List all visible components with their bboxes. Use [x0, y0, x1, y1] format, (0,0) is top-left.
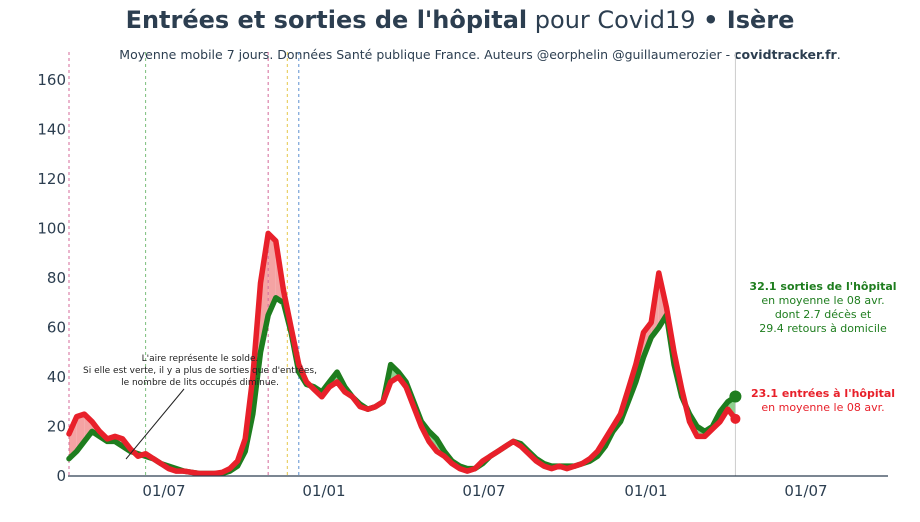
- x-tick-label: 01/01: [302, 482, 345, 500]
- y-tick-label: 0: [56, 467, 66, 485]
- sorties-label: 32.1 sorties de l'hôpital en moyenne le …: [749, 280, 896, 335]
- y-tick-label: 40: [47, 368, 66, 386]
- sorties-end-marker: [729, 390, 742, 403]
- chart-title: Entrées et sorties de l'hôpital pour Cov…: [0, 6, 920, 34]
- y-tick-label: 160: [37, 71, 66, 89]
- entrees-line: [66, 230, 739, 477]
- y-tick-label: 20: [47, 418, 66, 436]
- subtitle-text: Moyenne mobile 7 jours. Données Santé pu…: [119, 47, 735, 62]
- vertical-lines-group: [68, 52, 736, 476]
- solde-line-1: L'aire représente le solde.: [142, 353, 259, 364]
- subtitle-site: covidtracker.fr: [734, 47, 837, 62]
- x-tick-label: 01/01: [624, 482, 667, 500]
- y-tick-label: 100: [37, 220, 66, 238]
- y-tick-label: 140: [37, 121, 66, 139]
- solde-line-2: Si elle est verte, il y a plus de sortie…: [83, 365, 317, 376]
- sorties-line-1: en moyenne le 08 avr.: [761, 294, 884, 307]
- solde-annotation: L'aire représente le solde. Si elle est …: [83, 353, 317, 460]
- entrees-title: 23.1 entrées à l'hôpital: [751, 387, 895, 400]
- x-tick-label: 01/07: [784, 482, 827, 500]
- solde-area-segment: [268, 233, 276, 316]
- x-tick-labels: 01/07 01/01 01/07 01/01 01/07: [142, 482, 827, 500]
- sorties-line-2: dont 2.7 décès et: [775, 308, 872, 321]
- y-tick-label: 80: [47, 269, 66, 287]
- solde-arrow: [125, 388, 185, 460]
- entrees-label: 23.1 entrées à l'hôpital en moyenne le 0…: [751, 387, 895, 414]
- y-tick-labels: 0 20 40 60 80 100 120 140 160: [37, 71, 66, 485]
- sorties-title: 32.1 sorties de l'hôpital: [749, 280, 896, 293]
- y-tick-label: 60: [47, 319, 66, 337]
- title-main: Entrées et sorties de l'hôpital: [125, 6, 528, 34]
- title-separator: •: [703, 6, 719, 34]
- subtitle-end: .: [836, 47, 841, 62]
- entrees-line-1: en moyenne le 08 avr.: [761, 401, 884, 414]
- title-mid: pour Covid19: [527, 6, 704, 34]
- series-group: [66, 230, 739, 477]
- sorties-line-3: 29.4 retours à domicile: [759, 322, 887, 335]
- title-region: Isère: [718, 6, 795, 34]
- chart-subtitle: Moyenne mobile 7 jours. Données Santé pu…: [0, 47, 920, 62]
- y-tick-label: 120: [37, 170, 66, 188]
- end-markers: [729, 390, 742, 424]
- x-tick-label: 01/07: [462, 482, 505, 500]
- entrees-end-marker: [730, 413, 741, 424]
- solde-line-3: le nombre de lits occupés diminue.: [121, 377, 279, 388]
- x-tick-label: 01/07: [142, 482, 185, 500]
